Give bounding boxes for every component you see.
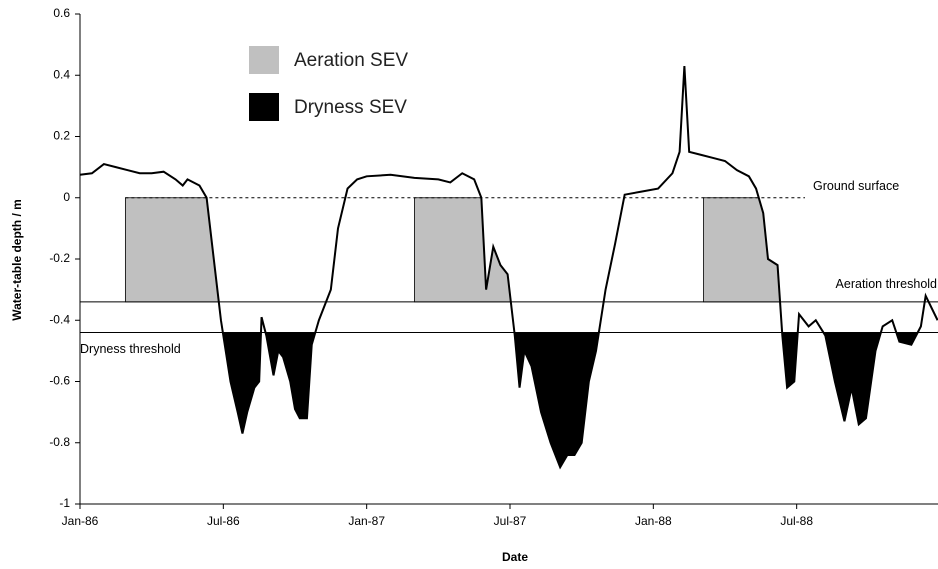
ground-label: Ground surface (813, 179, 899, 193)
plot: 0.6 0.4 0.2 0 -0.2 -0.4 -0.6 -0.8 -1 Jan-86 Jul-86… (49, 6, 938, 528)
y-tick-label: -0.2 (49, 251, 70, 265)
legend-swatch (249, 46, 279, 74)
water-table-line (79, 66, 938, 470)
x-tick-label: Jul-87 (494, 514, 527, 528)
x-tick-label: Jan-86 (62, 514, 99, 528)
y-tick-label: -0.4 (49, 312, 70, 326)
aeration-sev (414, 197, 512, 303)
y-axis-label: Water-table depth / m (10, 199, 24, 321)
legend-swatch (249, 93, 279, 121)
dryness-sev (514, 332, 599, 468)
legend-label: Aeration SEV (294, 50, 408, 71)
x-tick-label: Jan-87 (348, 514, 385, 528)
x-tick-label: Jul-86 (207, 514, 240, 528)
y-tick-label: 0 (63, 190, 70, 204)
y-tick-label: -0.8 (49, 435, 70, 449)
y-tick-label: 0.6 (53, 6, 70, 20)
dryness-label-bg (81, 340, 221, 359)
aeration-sev (703, 197, 781, 303)
x-axis-label: Date (502, 550, 528, 564)
dryness-label: Dryness threshold (80, 342, 181, 356)
y-tick-label: -1 (59, 496, 70, 510)
dryness-sev (823, 332, 881, 425)
y-tick-label: 0.4 (53, 67, 70, 81)
x-tick-label: Jul-88 (780, 514, 813, 528)
aeration-label: Aeration threshold (836, 277, 938, 291)
y-tick-label: -0.6 (49, 374, 70, 388)
aeration-sev (124, 197, 220, 303)
y-tick-label: 0.2 (53, 129, 70, 143)
x-tick-label: Jan-88 (635, 514, 672, 528)
dryness-sev (265, 332, 316, 419)
legend-label: Dryness SEV (294, 97, 407, 118)
dryness-sev (222, 332, 261, 434)
